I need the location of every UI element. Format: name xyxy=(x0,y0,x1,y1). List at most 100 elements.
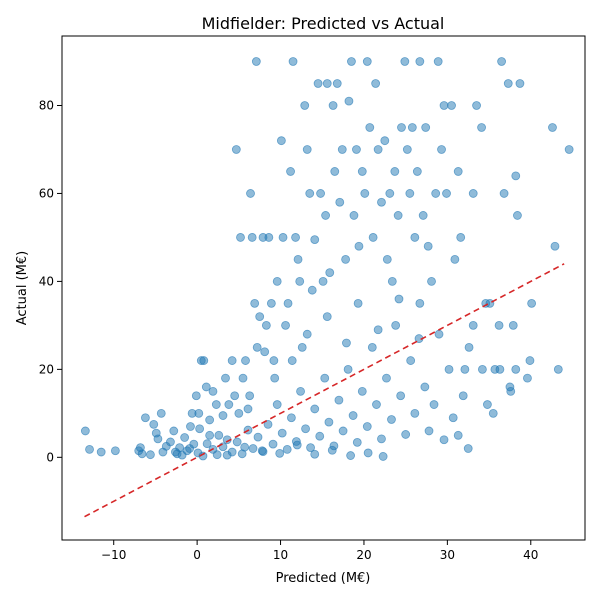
scatter-point xyxy=(394,294,404,304)
scatter-point xyxy=(263,419,273,429)
scatter-point xyxy=(377,434,386,444)
scatter-point xyxy=(390,167,400,176)
scatter-point xyxy=(508,320,518,330)
scatter-point xyxy=(261,320,271,330)
scatter-point xyxy=(382,255,392,264)
scatter-point xyxy=(453,167,463,176)
scatter-point xyxy=(85,444,94,454)
scatter-point xyxy=(292,440,302,450)
scatter-point xyxy=(400,57,410,66)
scatter-point xyxy=(338,426,348,436)
scatter-point xyxy=(357,167,367,176)
scatter-point xyxy=(252,342,262,352)
scatter-point xyxy=(511,171,521,181)
scatter-point xyxy=(341,255,351,264)
scatter-point xyxy=(250,298,260,308)
scatter-point xyxy=(214,430,224,440)
scatter-point xyxy=(420,382,430,392)
scatter-point xyxy=(402,145,412,154)
scatter-point xyxy=(315,431,325,441)
scatter-point xyxy=(238,373,248,383)
scatter-point xyxy=(503,79,513,88)
scatter-point xyxy=(373,325,383,335)
points-layer xyxy=(80,57,574,461)
scatter-point xyxy=(391,320,401,330)
scatter-point xyxy=(257,446,267,456)
scatter-point xyxy=(368,233,378,242)
scatter-point xyxy=(468,320,478,330)
scatter-point xyxy=(433,57,443,66)
scatter-point xyxy=(295,276,305,286)
scatter-point xyxy=(96,447,106,457)
scatter-point xyxy=(166,437,175,447)
scatter-point xyxy=(348,411,358,420)
scatter-point xyxy=(287,356,297,365)
scatter-point xyxy=(406,356,416,365)
y-tick-label: 60 xyxy=(39,186,54,200)
scatter-point xyxy=(352,437,362,447)
scatter-point xyxy=(354,241,364,251)
scatter-point xyxy=(302,145,312,154)
x-tick-label: 30 xyxy=(440,548,455,562)
scatter-point xyxy=(169,426,179,436)
scatter-point xyxy=(325,268,335,278)
scatter-point xyxy=(397,123,406,132)
scatter-point xyxy=(110,446,120,456)
scatter-point xyxy=(515,79,525,88)
scatter-point xyxy=(251,57,261,66)
scatter-point xyxy=(427,276,436,286)
scatter-point xyxy=(327,445,337,455)
scatter-point xyxy=(234,408,244,418)
scatter-point xyxy=(282,444,292,454)
scatter-point xyxy=(230,391,240,401)
scatter-point xyxy=(186,422,195,431)
scatter-point xyxy=(421,123,431,132)
scatter-point xyxy=(324,417,334,427)
scatter-point xyxy=(434,329,444,339)
scatter-point xyxy=(378,452,388,461)
scatter-point xyxy=(185,444,195,453)
scatter-point xyxy=(415,298,425,308)
scatter-point xyxy=(268,439,278,449)
scatter-point xyxy=(156,408,166,418)
scatter-point xyxy=(270,373,280,383)
scatter-point xyxy=(362,422,372,431)
scatter-point xyxy=(231,145,241,154)
y-tick-label: 40 xyxy=(39,274,54,288)
scatter-point xyxy=(380,136,390,146)
scatter-point xyxy=(497,57,506,66)
scatter-point xyxy=(260,347,270,357)
scatter-point xyxy=(321,211,330,220)
scatter-point xyxy=(313,79,323,88)
scatter-point xyxy=(372,400,381,409)
y-tick-label: 20 xyxy=(39,362,54,376)
reference-line xyxy=(84,263,565,518)
scatter-point xyxy=(393,211,403,220)
x-tick-label: 10 xyxy=(273,548,288,562)
scatter-point xyxy=(447,101,456,110)
scatter-point xyxy=(456,233,466,242)
scatter-point xyxy=(367,342,377,352)
scatter-point xyxy=(463,444,473,453)
scatter-point xyxy=(180,433,190,442)
reference-layer xyxy=(84,263,565,518)
scatter-point xyxy=(322,79,332,88)
scatter-point xyxy=(396,391,406,401)
scatter-point xyxy=(191,391,201,401)
scatter-point xyxy=(401,430,411,439)
scatter-point xyxy=(322,312,332,321)
scatter-point xyxy=(208,386,218,396)
scatter-point xyxy=(278,233,288,242)
scatter-point xyxy=(266,298,276,308)
scatter-point xyxy=(523,373,532,383)
scatter-point xyxy=(424,426,434,436)
scatter-point xyxy=(253,432,263,442)
scatter-point xyxy=(387,276,397,286)
scatter-point xyxy=(277,428,287,438)
scatter-point xyxy=(429,400,439,409)
scatter-point xyxy=(307,285,317,295)
scatter-point xyxy=(80,426,90,436)
scatter-point xyxy=(525,356,535,365)
scatter-point xyxy=(310,449,320,459)
